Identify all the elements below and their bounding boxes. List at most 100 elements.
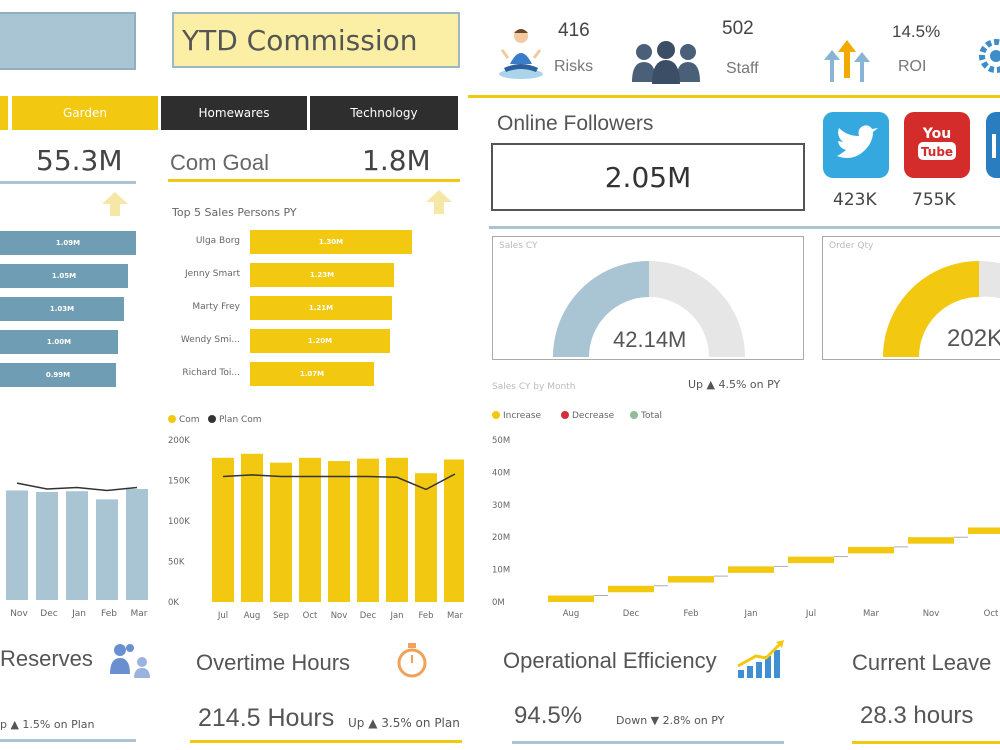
top5-sales-persons: Ulga Borg 1.30M Jenny Smart 1.23M Marty … bbox=[166, 228, 426, 388]
com-chart-bar-oct bbox=[299, 457, 321, 602]
com-chart-xtick: Nov bbox=[331, 611, 348, 621]
com-chart-bar-feb bbox=[415, 473, 437, 602]
legend-plancom-label: Plan Com bbox=[219, 415, 262, 425]
growth-chart-icon bbox=[737, 640, 784, 678]
staff-group-icon bbox=[632, 41, 700, 84]
reserves-subtitle: p ▲ 1.5% on Plan bbox=[0, 718, 95, 731]
staff-value: 502 bbox=[722, 18, 754, 39]
opeff-underline bbox=[512, 741, 784, 744]
com-goal-value: 1.8M bbox=[362, 144, 431, 177]
reserves-underline bbox=[0, 739, 136, 742]
opeff-value: 94.5% bbox=[514, 702, 583, 729]
com-goal-label: Com Goal bbox=[170, 150, 270, 175]
tab-technology[interactable]: Technology bbox=[310, 96, 458, 130]
left-bar-1: 1.09M bbox=[0, 231, 136, 255]
waterfall-ytick: 40M bbox=[492, 468, 510, 478]
waterfall-bar-feb bbox=[668, 576, 714, 583]
online-followers-title: Online Followers bbox=[497, 112, 654, 135]
legend-com-dot bbox=[168, 415, 176, 423]
left-bar-1-label: 1.09M bbox=[55, 239, 81, 247]
left-bar-3: 1.03M bbox=[0, 297, 124, 321]
overtime-subtitle: Up ▲ 3.5% on Plan bbox=[348, 716, 460, 730]
people-coins-icon bbox=[110, 644, 150, 678]
person-bar-5-label: 1.07M bbox=[299, 370, 325, 378]
leave-underline bbox=[852, 741, 1000, 744]
com-chart-xtick: Jan bbox=[389, 611, 403, 621]
waterfall-legend-dot bbox=[630, 411, 638, 419]
opeff-title: Operational Efficiency bbox=[503, 648, 717, 673]
person-name-2: Jenny Smart bbox=[184, 269, 240, 279]
waterfall-ytick: 20M bbox=[492, 533, 510, 543]
waterfall-xtick: Oct bbox=[984, 609, 999, 619]
overtime-value: 214.5 Hours bbox=[198, 704, 335, 732]
waterfall-bar-dec bbox=[608, 585, 654, 593]
person-bar-4-label: 1.20M bbox=[307, 337, 333, 345]
tab-garden-left-edge[interactable] bbox=[0, 96, 8, 130]
youtube-logo-you: You bbox=[922, 126, 951, 142]
tab-homewares-label: Homewares bbox=[198, 106, 270, 120]
sales-cy-title: Sales CY bbox=[499, 241, 538, 251]
roi-value: 14.5% bbox=[892, 22, 941, 41]
waterfall-xtick: Feb bbox=[683, 609, 698, 619]
sales-month-waterfall-chart: Increase Decrease Total 50M 40M 30M 20M 10M 0M Au… bbox=[492, 411, 1000, 619]
left-header-box bbox=[0, 12, 136, 70]
order-qty-value: 202K bbox=[947, 325, 1000, 352]
up-arrow-icon bbox=[102, 192, 128, 216]
gear-icon bbox=[979, 39, 1000, 73]
waterfall-legend-dot bbox=[561, 411, 569, 419]
com-chart-bar-jan bbox=[386, 457, 408, 602]
twitter-count: 423K bbox=[833, 190, 877, 210]
order-qty-card: Order Qty 202K bbox=[822, 236, 1000, 360]
waterfall-xtick: Nov bbox=[923, 609, 940, 619]
leave-title: Current Leave bbox=[852, 650, 992, 675]
left-bar-2: 1.05M bbox=[0, 264, 128, 288]
waterfall-ytick: 30M bbox=[492, 501, 510, 511]
stopwatch-icon bbox=[397, 643, 427, 678]
waterfall-bar-nov bbox=[908, 537, 954, 544]
sales-month-subtitle: Up ▲ 4.5% on PY bbox=[688, 378, 781, 391]
waterfall-legend-label: Increase bbox=[503, 411, 542, 421]
left-bar-3-label: 1.03M bbox=[49, 305, 75, 313]
meditation-person-icon bbox=[499, 29, 543, 79]
person-bar-3-label: 1.21M bbox=[308, 304, 334, 312]
risks-value: 416 bbox=[558, 20, 590, 41]
tab-garden[interactable]: Garden bbox=[12, 96, 158, 130]
person-bar-5: 1.07M bbox=[250, 362, 374, 386]
waterfall-xtick: Mar bbox=[863, 609, 880, 619]
left-chart-xtick: Nov bbox=[10, 609, 28, 619]
waterfall-bar-aug bbox=[548, 595, 594, 602]
online-followers-card: 2.05M bbox=[491, 143, 805, 211]
youtube-icon[interactable]: You Tube bbox=[904, 112, 970, 178]
com-chart-bar-nov bbox=[328, 461, 350, 602]
waterfall-legend-dot bbox=[492, 411, 500, 419]
waterfall-ytick: 50M bbox=[492, 436, 510, 446]
left-panel-value: 55.3M bbox=[36, 144, 123, 177]
com-chart-plan-line bbox=[222, 473, 456, 491]
sales-month-title: Sales CY by Month bbox=[492, 382, 576, 392]
left-column-chart: Nov Dec Jan Feb Mar bbox=[6, 482, 148, 619]
com-chart-xtick: Aug bbox=[244, 611, 261, 621]
com-chart-bar-aug bbox=[241, 453, 263, 602]
linkedin-icon[interactable] bbox=[986, 112, 1000, 178]
waterfall-xtick: Dec bbox=[623, 609, 640, 619]
top5-title: Top 5 Sales Persons PY bbox=[172, 206, 297, 219]
roi-label: ROI bbox=[898, 58, 927, 75]
order-qty-gauge bbox=[883, 260, 1000, 357]
person-bar-4: 1.20M bbox=[250, 329, 390, 353]
left-chart-bar-jan bbox=[66, 491, 88, 600]
twitter-icon[interactable] bbox=[823, 112, 889, 178]
person-name-3: Marty Frey bbox=[192, 302, 240, 312]
opeff-subtitle: Down ▼ 2.8% on PY bbox=[616, 714, 725, 727]
com-chart-xtick: Mar bbox=[447, 611, 464, 621]
online-followers-value: 2.05M bbox=[604, 160, 692, 194]
person-bar-1: 1.30M bbox=[250, 230, 412, 254]
tab-garden-label: Garden bbox=[63, 106, 107, 120]
com-chart-bar-sep bbox=[270, 462, 292, 602]
ytd-commission-title: YTD Commission bbox=[182, 23, 418, 57]
person-bar-1-label: 1.30M bbox=[318, 238, 344, 246]
tab-homewares[interactable]: Homewares bbox=[161, 96, 307, 130]
risks-label: Risks bbox=[554, 58, 594, 75]
waterfall-xtick: Aug bbox=[563, 609, 580, 619]
waterfall-bar-jul bbox=[788, 556, 834, 564]
com-chart-bar-mar bbox=[444, 459, 464, 602]
